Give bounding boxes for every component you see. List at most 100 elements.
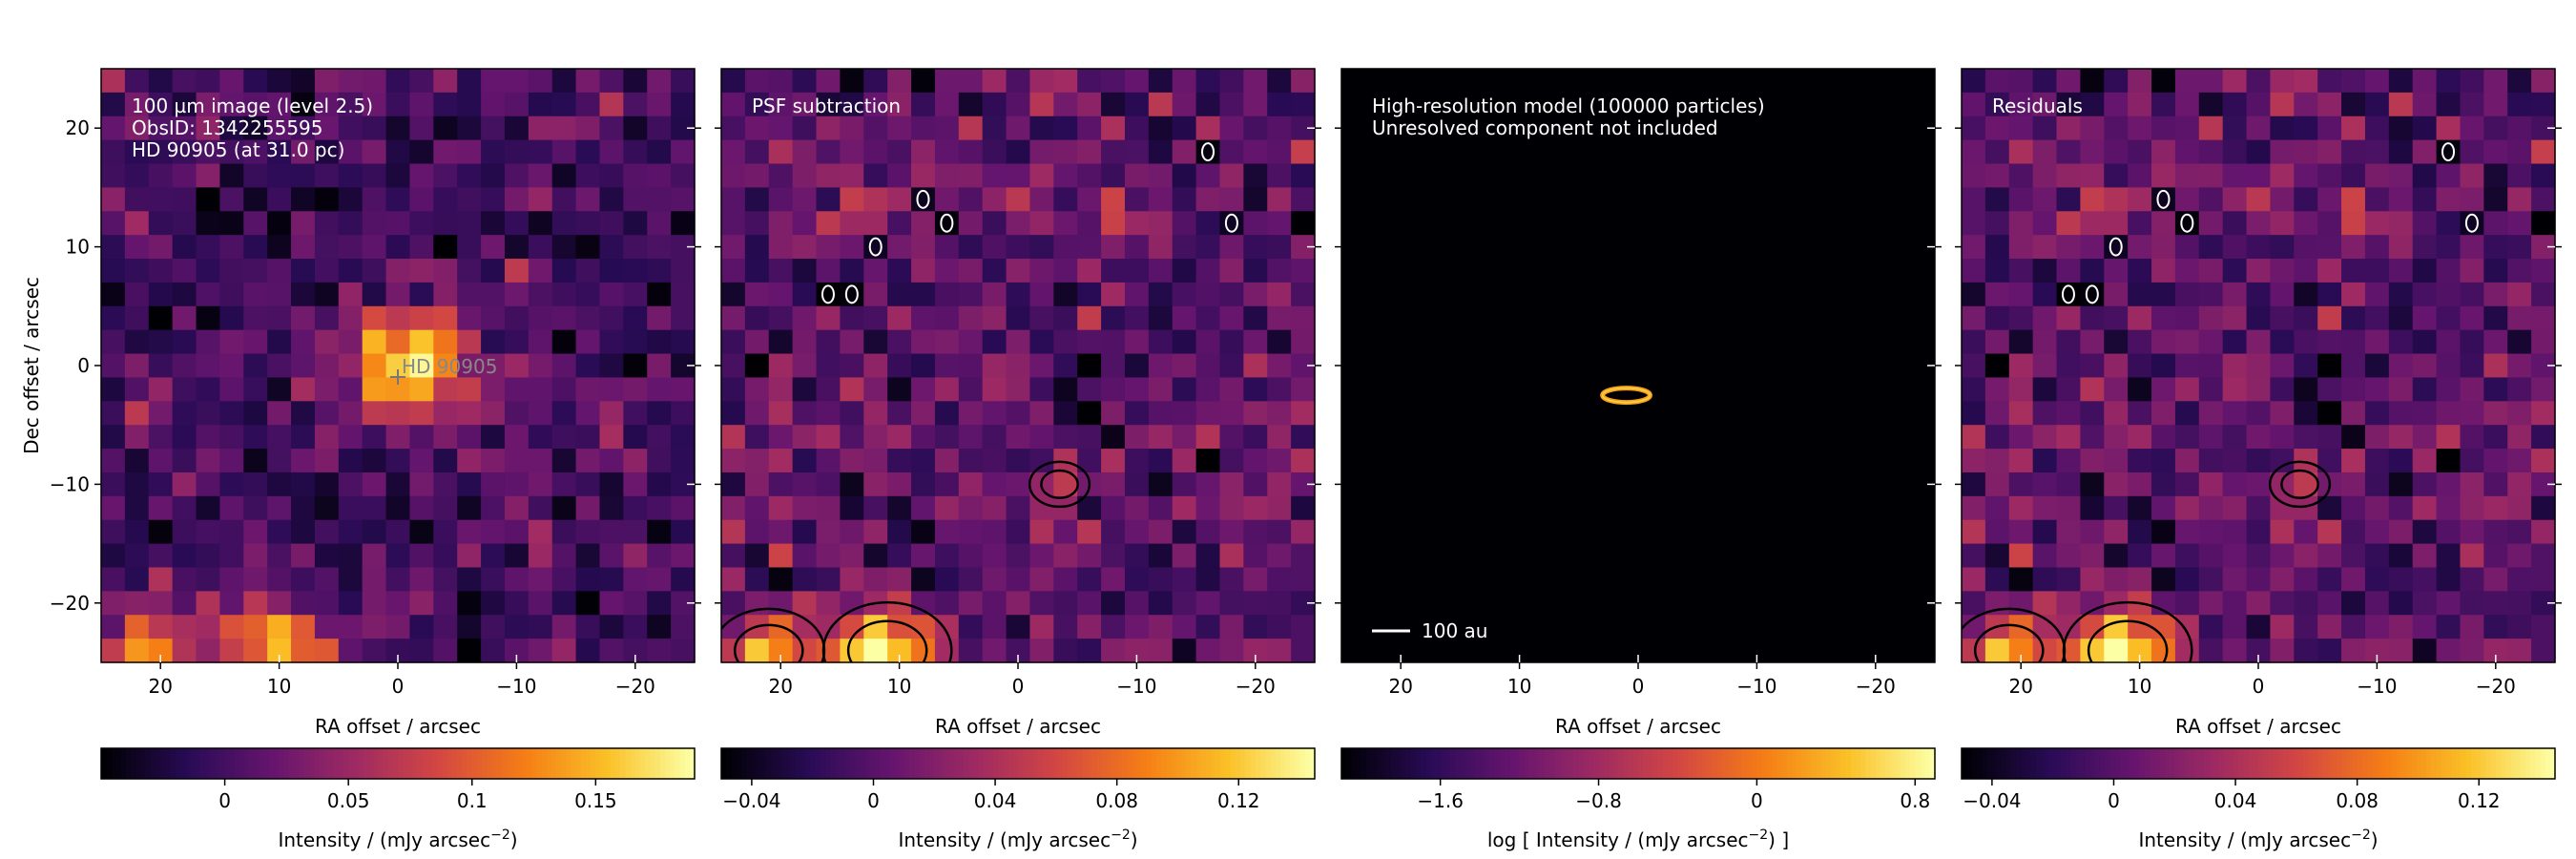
colorbar-segment [1430,748,1437,779]
pixel [2507,353,2532,379]
pixel [840,69,864,94]
pixel [2483,187,2508,212]
colorbar-segment [303,748,310,779]
pixel [172,401,197,426]
pixel [2174,115,2200,141]
pixel [481,449,506,473]
pixel [623,401,648,426]
colorbar-segment [1900,748,1906,779]
colorbar-segment [2401,748,2408,779]
pixel [2460,235,2484,260]
pixel [2270,305,2295,331]
pixel [2246,235,2272,260]
pixel [721,305,746,331]
pixel [1291,495,1316,521]
pixel [172,449,197,473]
pixel [2507,471,2532,497]
pixel [409,115,434,141]
pixel [647,567,672,592]
pixel [172,211,197,236]
colorbar-segment [2361,748,2368,779]
colorbar-segment [398,748,404,779]
colorbar-segment [1111,748,1118,779]
colorbar-segment [919,748,925,779]
pixel [2222,591,2248,616]
pixel [1101,567,1126,592]
pixel [816,425,841,450]
pixel [623,495,648,521]
pixel [2056,211,2081,236]
pixel [982,543,1008,569]
colorbar-segment [1151,748,1157,779]
pixel [267,519,292,545]
pixel [599,449,624,473]
pixel [2174,615,2200,639]
pixel [2198,639,2224,663]
colorbar-tick-label: 0.08 [1095,789,1138,812]
pixel [2128,187,2152,212]
pixel [958,639,984,663]
y-axis-label: Dec offset / arcsec [20,277,43,454]
colorbar-segment [776,748,781,779]
pixel [1077,69,1102,94]
panel-label: Residuals [1992,94,2083,117]
pixel [623,69,648,94]
pixel [2460,519,2484,545]
colorbar-segment [933,748,940,779]
colorbar-segment [591,748,596,779]
pixel [840,519,864,545]
pixel [647,449,672,473]
pixel [863,211,888,236]
colorbar-segment [546,748,552,779]
pixel [2056,591,2081,616]
pixel [599,353,624,379]
pixel [504,401,530,426]
pixel [863,353,888,379]
colorbar-segment [1042,748,1049,779]
pixel [887,211,912,236]
colorbar-segment [659,748,666,779]
pixel [409,282,434,307]
pixel [982,401,1008,426]
pixel [1291,69,1316,94]
colorbar-segment [2080,748,2087,779]
pixel [721,543,746,569]
pixel [863,519,888,545]
pixel [2507,92,2532,117]
pixel [148,187,174,212]
colorbar-segment [1668,748,1673,779]
pixel [267,259,292,283]
pixel [551,449,577,473]
pixel [1219,69,1244,94]
pixel [1053,305,1078,331]
pixel [2460,543,2484,569]
pixel [840,305,864,331]
pixel [647,615,672,639]
pixel [768,69,794,94]
colorbar-segment [1845,748,1852,779]
pixel [2364,139,2390,165]
pixel [196,449,220,473]
pixel [1172,401,1197,426]
pixel [744,495,770,521]
pixel [768,259,794,283]
pixel [1124,401,1150,426]
pixel [1984,377,2010,402]
pixel [744,401,770,426]
pixel [243,115,268,141]
pixel [1148,519,1174,545]
pixel [647,139,672,165]
pixel [887,615,912,639]
pixel [457,305,482,331]
pixel [2460,305,2484,331]
pixel [101,235,126,260]
pixel [172,305,197,331]
colorbar-segment [849,748,856,779]
colorbar-segment [1598,748,1605,779]
pixel [647,305,672,331]
pixel [2270,615,2295,639]
pixel [243,543,268,569]
colorbar-segment [1747,748,1753,779]
pixel [2294,163,2318,188]
pixel [982,329,1008,355]
